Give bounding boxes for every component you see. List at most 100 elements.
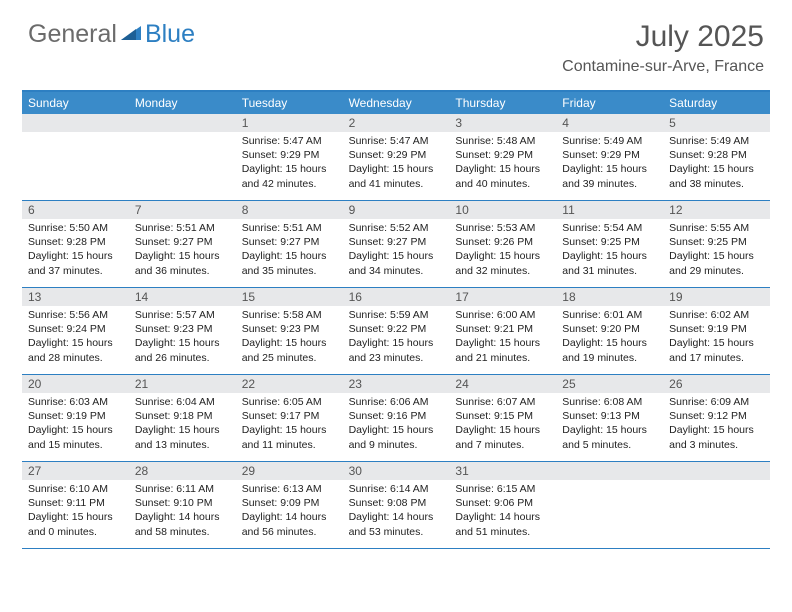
day-of-week-header: Saturday [663, 92, 770, 114]
sunrise-line: Sunrise: 6:02 AM [669, 308, 764, 322]
daylight-line: Daylight: 15 hours and 7 minutes. [455, 423, 550, 451]
day-cell: 27Sunrise: 6:10 AMSunset: 9:11 PMDayligh… [22, 462, 129, 548]
day-number: 23 [343, 375, 450, 393]
sunrise-line: Sunrise: 6:00 AM [455, 308, 550, 322]
sunset-line: Sunset: 9:29 PM [562, 148, 657, 162]
daylight-line: Daylight: 15 hours and 0 minutes. [28, 510, 123, 538]
day-cell: 5Sunrise: 5:49 AMSunset: 9:28 PMDaylight… [663, 114, 770, 200]
day-cell: 26Sunrise: 6:09 AMSunset: 9:12 PMDayligh… [663, 375, 770, 461]
sunrise-line: Sunrise: 5:49 AM [562, 134, 657, 148]
day-number: 21 [129, 375, 236, 393]
sunrise-line: Sunrise: 5:58 AM [242, 308, 337, 322]
day-body: Sunrise: 5:49 AMSunset: 9:29 PMDaylight:… [556, 132, 663, 195]
sunset-line: Sunset: 9:29 PM [349, 148, 444, 162]
day-body: Sunrise: 5:48 AMSunset: 9:29 PMDaylight:… [449, 132, 556, 195]
day-of-week-header: Tuesday [236, 92, 343, 114]
daylight-line: Daylight: 15 hours and 41 minutes. [349, 162, 444, 190]
day-of-week-header: Friday [556, 92, 663, 114]
sunset-line: Sunset: 9:23 PM [242, 322, 337, 336]
daylight-line: Daylight: 15 hours and 38 minutes. [669, 162, 764, 190]
day-body: Sunrise: 5:57 AMSunset: 9:23 PMDaylight:… [129, 306, 236, 369]
sunset-line: Sunset: 9:27 PM [242, 235, 337, 249]
week-row: 20Sunrise: 6:03 AMSunset: 9:19 PMDayligh… [22, 375, 770, 462]
sunset-line: Sunset: 9:13 PM [562, 409, 657, 423]
sunrise-line: Sunrise: 6:05 AM [242, 395, 337, 409]
day-cell-empty [22, 114, 129, 200]
day-cell-empty [556, 462, 663, 548]
day-body: Sunrise: 6:15 AMSunset: 9:06 PMDaylight:… [449, 480, 556, 543]
sunset-line: Sunset: 9:19 PM [28, 409, 123, 423]
sunrise-line: Sunrise: 6:01 AM [562, 308, 657, 322]
day-number: 8 [236, 201, 343, 219]
day-number: 17 [449, 288, 556, 306]
day-number: 4 [556, 114, 663, 132]
daylight-line: Daylight: 15 hours and 32 minutes. [455, 249, 550, 277]
day-cell: 21Sunrise: 6:04 AMSunset: 9:18 PMDayligh… [129, 375, 236, 461]
day-number: 13 [22, 288, 129, 306]
sunrise-line: Sunrise: 5:55 AM [669, 221, 764, 235]
sunset-line: Sunset: 9:27 PM [349, 235, 444, 249]
day-number: 31 [449, 462, 556, 480]
day-body: Sunrise: 6:08 AMSunset: 9:13 PMDaylight:… [556, 393, 663, 456]
daylight-line: Daylight: 15 hours and 3 minutes. [669, 423, 764, 451]
sunset-line: Sunset: 9:06 PM [455, 496, 550, 510]
location: Contamine-sur-Arve, France [562, 58, 764, 76]
sunrise-line: Sunrise: 6:06 AM [349, 395, 444, 409]
sunrise-line: Sunrise: 5:48 AM [455, 134, 550, 148]
sunrise-line: Sunrise: 6:14 AM [349, 482, 444, 496]
day-body: Sunrise: 6:03 AMSunset: 9:19 PMDaylight:… [22, 393, 129, 456]
day-number: 20 [22, 375, 129, 393]
day-cell-empty [663, 462, 770, 548]
month-title: July 2025 [562, 20, 764, 54]
day-body: Sunrise: 5:56 AMSunset: 9:24 PMDaylight:… [22, 306, 129, 369]
sunset-line: Sunset: 9:28 PM [28, 235, 123, 249]
sunrise-line: Sunrise: 5:56 AM [28, 308, 123, 322]
day-of-week-header: Sunday [22, 92, 129, 114]
day-body: Sunrise: 5:49 AMSunset: 9:28 PMDaylight:… [663, 132, 770, 195]
daylight-line: Daylight: 15 hours and 28 minutes. [28, 336, 123, 364]
day-number: 24 [449, 375, 556, 393]
day-body: Sunrise: 5:59 AMSunset: 9:22 PMDaylight:… [343, 306, 450, 369]
day-cell: 20Sunrise: 6:03 AMSunset: 9:19 PMDayligh… [22, 375, 129, 461]
sunset-line: Sunset: 9:12 PM [669, 409, 764, 423]
day-number [22, 114, 129, 132]
logo-text-blue: Blue [145, 20, 195, 49]
logo: General Blue [28, 20, 195, 49]
sunrise-line: Sunrise: 5:50 AM [28, 221, 123, 235]
day-cell: 24Sunrise: 6:07 AMSunset: 9:15 PMDayligh… [449, 375, 556, 461]
day-cell: 2Sunrise: 5:47 AMSunset: 9:29 PMDaylight… [343, 114, 450, 200]
day-body: Sunrise: 5:53 AMSunset: 9:26 PMDaylight:… [449, 219, 556, 282]
day-cell: 23Sunrise: 6:06 AMSunset: 9:16 PMDayligh… [343, 375, 450, 461]
daylight-line: Daylight: 14 hours and 51 minutes. [455, 510, 550, 538]
day-body: Sunrise: 6:10 AMSunset: 9:11 PMDaylight:… [22, 480, 129, 543]
day-of-week-header: Thursday [449, 92, 556, 114]
daylight-line: Daylight: 15 hours and 15 minutes. [28, 423, 123, 451]
sunset-line: Sunset: 9:28 PM [669, 148, 764, 162]
day-body: Sunrise: 6:06 AMSunset: 9:16 PMDaylight:… [343, 393, 450, 456]
sunrise-line: Sunrise: 6:09 AM [669, 395, 764, 409]
daylight-line: Daylight: 15 hours and 29 minutes. [669, 249, 764, 277]
daylight-line: Daylight: 14 hours and 56 minutes. [242, 510, 337, 538]
day-body: Sunrise: 6:02 AMSunset: 9:19 PMDaylight:… [663, 306, 770, 369]
sunrise-line: Sunrise: 6:03 AM [28, 395, 123, 409]
day-cell: 6Sunrise: 5:50 AMSunset: 9:28 PMDaylight… [22, 201, 129, 287]
sunset-line: Sunset: 9:29 PM [455, 148, 550, 162]
sunset-line: Sunset: 9:15 PM [455, 409, 550, 423]
sunrise-line: Sunrise: 5:52 AM [349, 221, 444, 235]
day-number: 29 [236, 462, 343, 480]
daylight-line: Daylight: 15 hours and 42 minutes. [242, 162, 337, 190]
sunrise-line: Sunrise: 5:57 AM [135, 308, 230, 322]
day-body: Sunrise: 6:13 AMSunset: 9:09 PMDaylight:… [236, 480, 343, 543]
week-row: 1Sunrise: 5:47 AMSunset: 9:29 PMDaylight… [22, 114, 770, 201]
daylight-line: Daylight: 15 hours and 23 minutes. [349, 336, 444, 364]
day-body: Sunrise: 5:52 AMSunset: 9:27 PMDaylight:… [343, 219, 450, 282]
day-cell: 16Sunrise: 5:59 AMSunset: 9:22 PMDayligh… [343, 288, 450, 374]
sunrise-line: Sunrise: 6:08 AM [562, 395, 657, 409]
sunrise-line: Sunrise: 5:51 AM [242, 221, 337, 235]
sunset-line: Sunset: 9:20 PM [562, 322, 657, 336]
sunrise-line: Sunrise: 6:04 AM [135, 395, 230, 409]
sunrise-line: Sunrise: 5:47 AM [242, 134, 337, 148]
weeks-container: 1Sunrise: 5:47 AMSunset: 9:29 PMDaylight… [22, 114, 770, 549]
day-number: 27 [22, 462, 129, 480]
day-number [556, 462, 663, 480]
